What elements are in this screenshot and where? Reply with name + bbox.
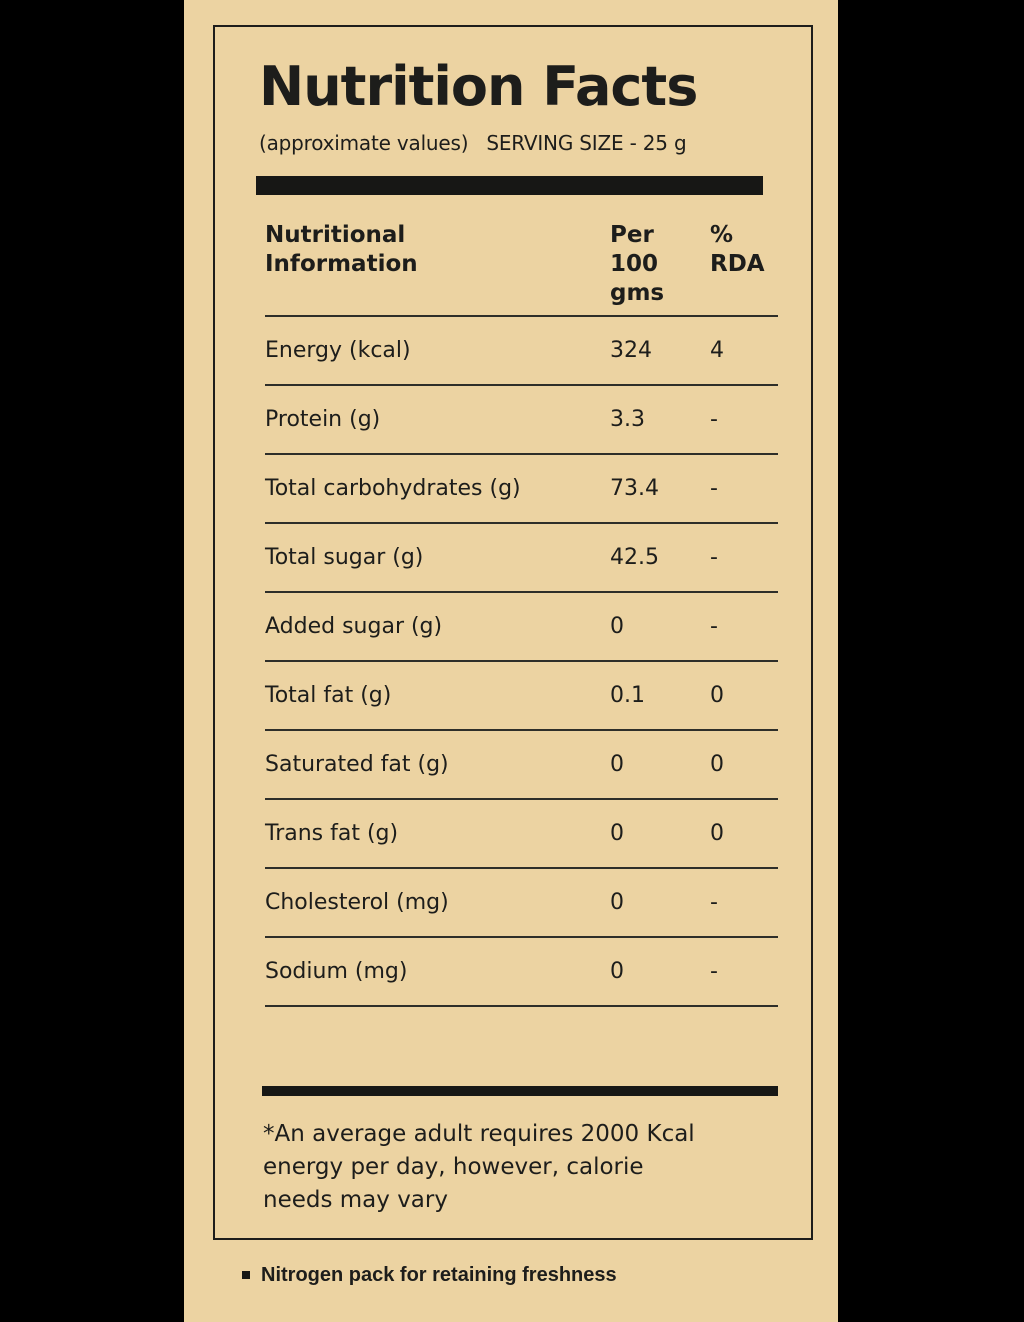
- subtitle: (approximate values) SERVING SIZE - 25 g: [259, 130, 778, 156]
- nutrition-facts-box: Nutrition Facts (approximate values) SERV…: [213, 25, 813, 1240]
- row-label: Trans fat (g): [265, 821, 399, 846]
- table-row: Saturated fat (g) 0 0: [265, 731, 778, 800]
- label-content: Nutrition Facts (approximate values) SERV…: [256, 58, 778, 1217]
- row-per100: 324: [610, 338, 652, 363]
- table-row: Added sugar (g) 0 -: [265, 593, 778, 662]
- table-row: Total carbohydrates (g) 73.4 -: [265, 455, 778, 524]
- table-header-row: Nutritional Information Per 100 gms % RD…: [265, 221, 778, 317]
- table-row: Protein (g) 3.3 -: [265, 386, 778, 455]
- row-label: Cholesterol (mg): [265, 890, 449, 915]
- top-divider-bar: [256, 176, 763, 195]
- calorie-footnote: *An average adult requires 2000 Kcal ene…: [263, 1121, 695, 1213]
- row-per100: 0.1: [610, 683, 645, 708]
- row-per100: 73.4: [610, 476, 659, 501]
- row-rda: -: [710, 959, 718, 984]
- row-rda: -: [710, 407, 718, 432]
- row-per100: 0: [610, 614, 624, 639]
- header-per-100-gms: Per 100 gms: [610, 222, 665, 306]
- row-label: Saturated fat (g): [265, 752, 449, 777]
- row-label: Energy (kcal): [265, 338, 411, 363]
- row-per100: 42.5: [610, 545, 659, 570]
- table-row: Trans fat (g) 0 0: [265, 800, 778, 869]
- row-label: Total sugar (g): [265, 545, 424, 570]
- row-per100: 0: [610, 959, 624, 984]
- row-rda: -: [710, 614, 718, 639]
- table-row: Energy (kcal) 324 4: [265, 317, 778, 386]
- row-rda: 4: [710, 338, 724, 363]
- row-per100: 0: [610, 752, 624, 777]
- nitrogen-pack-text: Nitrogen pack for retaining freshness: [261, 1264, 617, 1286]
- nutrition-table: Nutritional Information Per 100 gms % RD…: [265, 221, 778, 1007]
- row-rda: -: [710, 476, 718, 501]
- page-title: Nutrition Facts: [259, 55, 698, 118]
- row-rda: 0: [710, 683, 724, 708]
- row-label: Total carbohydrates (g): [265, 476, 521, 501]
- row-per100: 0: [610, 821, 624, 846]
- bullet-icon: [242, 1271, 250, 1279]
- row-rda: -: [710, 545, 718, 570]
- row-rda: 0: [710, 821, 724, 846]
- header-nutritional-information: Nutritional Information: [265, 222, 418, 277]
- row-per100: 3.3: [610, 407, 645, 432]
- row-per100: 0: [610, 890, 624, 915]
- header-percent-rda: % RDA: [710, 222, 765, 277]
- row-label: Sodium (mg): [265, 959, 408, 984]
- row-label: Total fat (g): [265, 683, 392, 708]
- nitrogen-pack-note: Nitrogen pack for retaining freshness: [242, 1262, 617, 1288]
- table-row: Total fat (g) 0.1 0: [265, 662, 778, 731]
- table-row: Sodium (mg) 0 -: [265, 938, 778, 1007]
- row-label: Added sugar (g): [265, 614, 443, 639]
- bottom-divider-bar: [262, 1086, 778, 1096]
- row-rda: 0: [710, 752, 724, 777]
- label-panel: Nutrition Facts (approximate values) SERV…: [184, 0, 838, 1322]
- approximate-values-note: (approximate values): [259, 131, 469, 155]
- table-row: Total sugar (g) 42.5 -: [265, 524, 778, 593]
- row-label: Protein (g): [265, 407, 381, 432]
- serving-size-text: SERVING SIZE - 25 g: [486, 131, 687, 155]
- table-row: Cholesterol (mg) 0 -: [265, 869, 778, 938]
- row-rda: -: [710, 890, 718, 915]
